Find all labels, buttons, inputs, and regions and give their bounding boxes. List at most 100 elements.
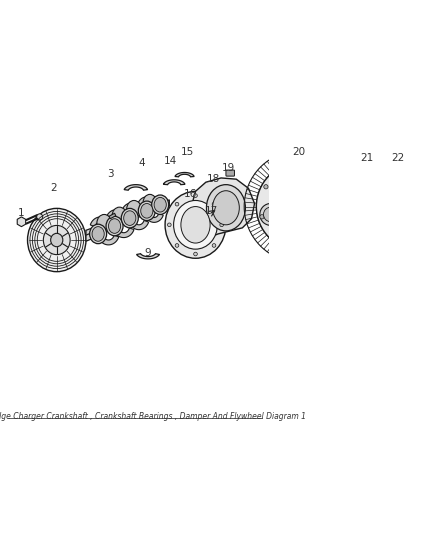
Polygon shape (145, 214, 163, 222)
Ellipse shape (90, 224, 106, 244)
Text: 18: 18 (207, 174, 220, 184)
Ellipse shape (152, 195, 169, 214)
Circle shape (278, 239, 283, 243)
Polygon shape (106, 209, 127, 219)
Circle shape (365, 265, 370, 270)
Ellipse shape (264, 207, 278, 222)
Ellipse shape (283, 190, 317, 224)
Ellipse shape (106, 216, 123, 236)
FancyBboxPatch shape (403, 250, 413, 255)
Ellipse shape (342, 224, 393, 274)
Ellipse shape (97, 214, 112, 231)
Circle shape (346, 247, 351, 252)
Circle shape (288, 166, 292, 171)
Ellipse shape (301, 170, 315, 184)
Polygon shape (98, 235, 119, 245)
Ellipse shape (154, 197, 166, 212)
Ellipse shape (43, 225, 70, 255)
Text: 22: 22 (391, 153, 404, 163)
Ellipse shape (290, 197, 310, 216)
Polygon shape (129, 221, 148, 230)
Circle shape (395, 249, 401, 255)
Text: 4: 4 (139, 158, 145, 168)
Ellipse shape (92, 227, 104, 241)
Ellipse shape (127, 200, 141, 217)
Ellipse shape (295, 201, 305, 212)
Circle shape (392, 247, 403, 257)
Polygon shape (192, 178, 254, 240)
Circle shape (275, 204, 279, 209)
Circle shape (260, 215, 264, 219)
Polygon shape (138, 197, 156, 206)
Text: 17: 17 (205, 206, 218, 216)
Ellipse shape (314, 221, 329, 236)
Ellipse shape (124, 211, 136, 225)
Circle shape (352, 260, 357, 264)
Text: 9: 9 (145, 248, 152, 259)
Polygon shape (86, 231, 96, 241)
Circle shape (308, 243, 313, 247)
Text: 19: 19 (222, 163, 235, 173)
Ellipse shape (256, 163, 344, 251)
Circle shape (286, 184, 291, 189)
Ellipse shape (112, 207, 127, 224)
Ellipse shape (109, 219, 120, 233)
Ellipse shape (165, 191, 226, 259)
Circle shape (212, 203, 216, 206)
Polygon shape (90, 217, 111, 227)
Ellipse shape (311, 217, 332, 239)
Ellipse shape (28, 208, 86, 272)
Circle shape (309, 184, 314, 189)
Text: 1: 1 (18, 208, 25, 217)
Polygon shape (86, 200, 170, 236)
Ellipse shape (181, 207, 210, 243)
Ellipse shape (361, 243, 373, 255)
Text: 3: 3 (107, 169, 113, 179)
Circle shape (37, 214, 43, 220)
Circle shape (167, 223, 171, 227)
Circle shape (309, 224, 314, 229)
Circle shape (212, 244, 216, 247)
FancyBboxPatch shape (226, 170, 234, 176)
Circle shape (264, 184, 268, 189)
Polygon shape (175, 173, 194, 177)
Ellipse shape (256, 163, 344, 251)
Circle shape (220, 223, 223, 227)
Text: 14: 14 (164, 156, 177, 166)
Circle shape (286, 224, 291, 229)
Ellipse shape (206, 184, 245, 231)
Circle shape (318, 170, 322, 174)
Circle shape (175, 244, 179, 247)
Text: 16: 16 (184, 189, 197, 199)
Ellipse shape (143, 195, 156, 210)
Polygon shape (122, 203, 141, 212)
Ellipse shape (297, 166, 319, 188)
Circle shape (378, 260, 382, 264)
Ellipse shape (141, 204, 153, 218)
Circle shape (383, 247, 388, 252)
Polygon shape (124, 184, 148, 190)
Circle shape (194, 252, 198, 256)
Circle shape (175, 203, 179, 206)
Ellipse shape (121, 208, 138, 228)
Ellipse shape (260, 204, 282, 225)
Text: 20: 20 (293, 147, 306, 157)
Circle shape (332, 224, 336, 229)
Ellipse shape (173, 200, 217, 249)
Text: 15: 15 (181, 147, 194, 157)
Circle shape (352, 234, 357, 239)
Text: 2011 Dodge Charger Crankshaft , Crankshaft Bearings , Damper And Flywheel Diagra: 2011 Dodge Charger Crankshaft , Cranksha… (0, 413, 306, 422)
Polygon shape (137, 254, 159, 259)
Text: 2: 2 (50, 183, 57, 193)
Circle shape (321, 204, 326, 209)
Circle shape (378, 234, 382, 239)
Polygon shape (113, 228, 134, 238)
Polygon shape (109, 213, 116, 219)
Circle shape (365, 229, 370, 233)
Ellipse shape (356, 238, 378, 260)
Polygon shape (163, 180, 185, 184)
Text: 21: 21 (360, 153, 374, 163)
Ellipse shape (138, 201, 155, 221)
Ellipse shape (212, 191, 239, 225)
Circle shape (336, 194, 340, 198)
